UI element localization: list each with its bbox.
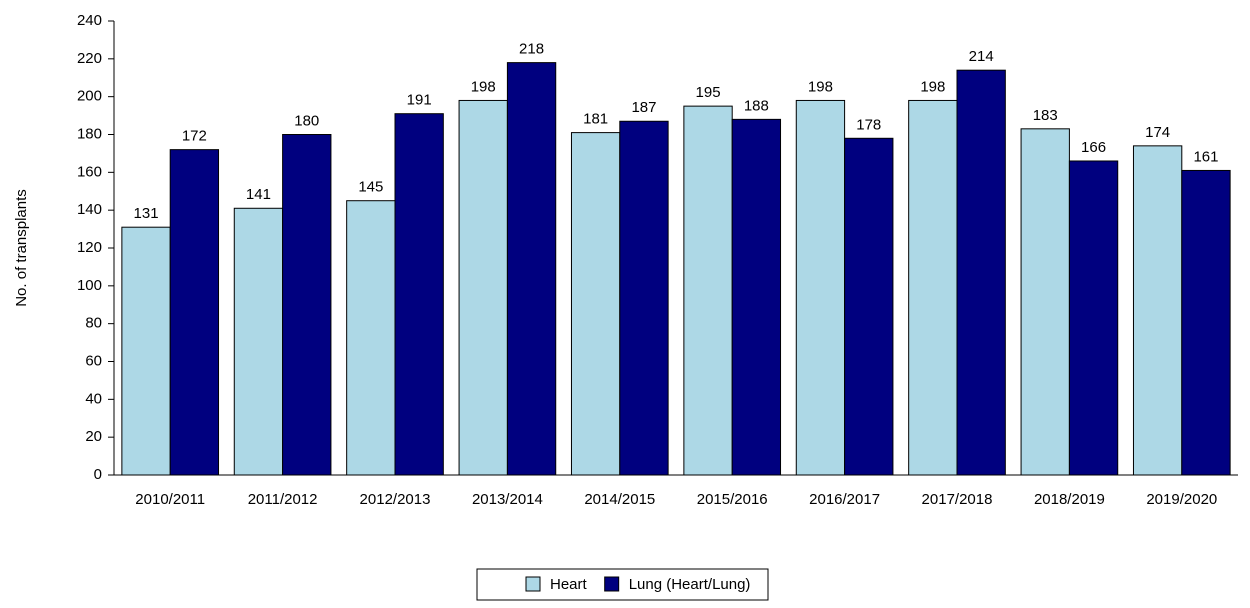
- y-tick-label: 220: [77, 50, 102, 67]
- data-label: 141: [246, 186, 271, 203]
- legend-swatch: [604, 576, 620, 592]
- bar: [394, 113, 444, 476]
- y-tick-label: 20: [85, 428, 102, 445]
- bar: [121, 226, 171, 476]
- y-tick-label: 240: [77, 12, 102, 29]
- data-label: 178: [856, 116, 881, 133]
- data-label: 188: [744, 97, 769, 114]
- legend-label: Heart: [550, 576, 588, 593]
- bar: [1020, 128, 1070, 476]
- y-tick-label: 200: [77, 88, 102, 105]
- y-tick-label: 100: [77, 277, 102, 294]
- y-tick-label: 0: [94, 466, 102, 483]
- data-label: 198: [920, 78, 945, 95]
- data-label: 181: [583, 111, 608, 128]
- bar: [683, 105, 733, 476]
- bar: [282, 134, 332, 476]
- data-label: 180: [294, 112, 319, 129]
- bar: [1068, 160, 1119, 476]
- bar: [731, 118, 782, 476]
- data-label: 214: [969, 48, 994, 65]
- data-label: 195: [696, 84, 721, 101]
- data-label: 198: [808, 78, 833, 95]
- data-label: 174: [1145, 124, 1170, 141]
- bar: [619, 120, 669, 476]
- bar: [169, 149, 220, 476]
- x-tick-label: 2011/2012: [248, 491, 318, 508]
- data-label: 187: [631, 99, 656, 116]
- legend-swatch: [525, 576, 541, 592]
- y-tick-label: 40: [85, 390, 102, 407]
- bar: [233, 207, 284, 476]
- y-tick-label: 140: [77, 201, 102, 218]
- data-label: 191: [407, 92, 432, 109]
- bar: [795, 99, 846, 476]
- data-label: 161: [1193, 148, 1218, 165]
- bar: [908, 99, 958, 476]
- x-tick-label: 2016/2017: [809, 491, 880, 508]
- bar: [458, 99, 508, 476]
- y-tick-label: 180: [77, 125, 102, 142]
- y-tick-label: 120: [77, 239, 102, 256]
- x-tick-label: 2019/2020: [1146, 491, 1217, 508]
- data-label: 172: [182, 128, 207, 145]
- y-tick-label: 160: [77, 163, 102, 180]
- data-label: 183: [1033, 107, 1058, 124]
- x-tick-label: 2010/2011: [135, 491, 205, 508]
- y-tick-label: 80: [85, 315, 102, 332]
- x-tick-label: 2013/2014: [472, 491, 543, 508]
- bar: [956, 69, 1006, 476]
- bar: [346, 200, 396, 476]
- data-label: 166: [1081, 139, 1106, 156]
- x-tick-label: 2012/2013: [360, 491, 431, 508]
- data-label: 198: [471, 78, 496, 95]
- x-tick-label: 2018/2019: [1034, 491, 1105, 508]
- bar: [1132, 145, 1183, 476]
- x-tick-label: 2017/2018: [922, 491, 993, 508]
- legend-label: Lung (Heart/Lung): [629, 576, 751, 593]
- y-axis-label: No. of transplants: [13, 189, 30, 307]
- bar: [1181, 169, 1231, 476]
- bar: [570, 132, 621, 476]
- x-tick-label: 2014/2015: [584, 491, 655, 508]
- data-label: 145: [358, 179, 383, 196]
- y-tick-label: 60: [85, 352, 102, 369]
- data-label: 131: [134, 205, 159, 222]
- bar: [844, 137, 894, 476]
- bar: [506, 62, 557, 476]
- x-tick-label: 2015/2016: [697, 491, 768, 508]
- data-label: 218: [519, 41, 544, 58]
